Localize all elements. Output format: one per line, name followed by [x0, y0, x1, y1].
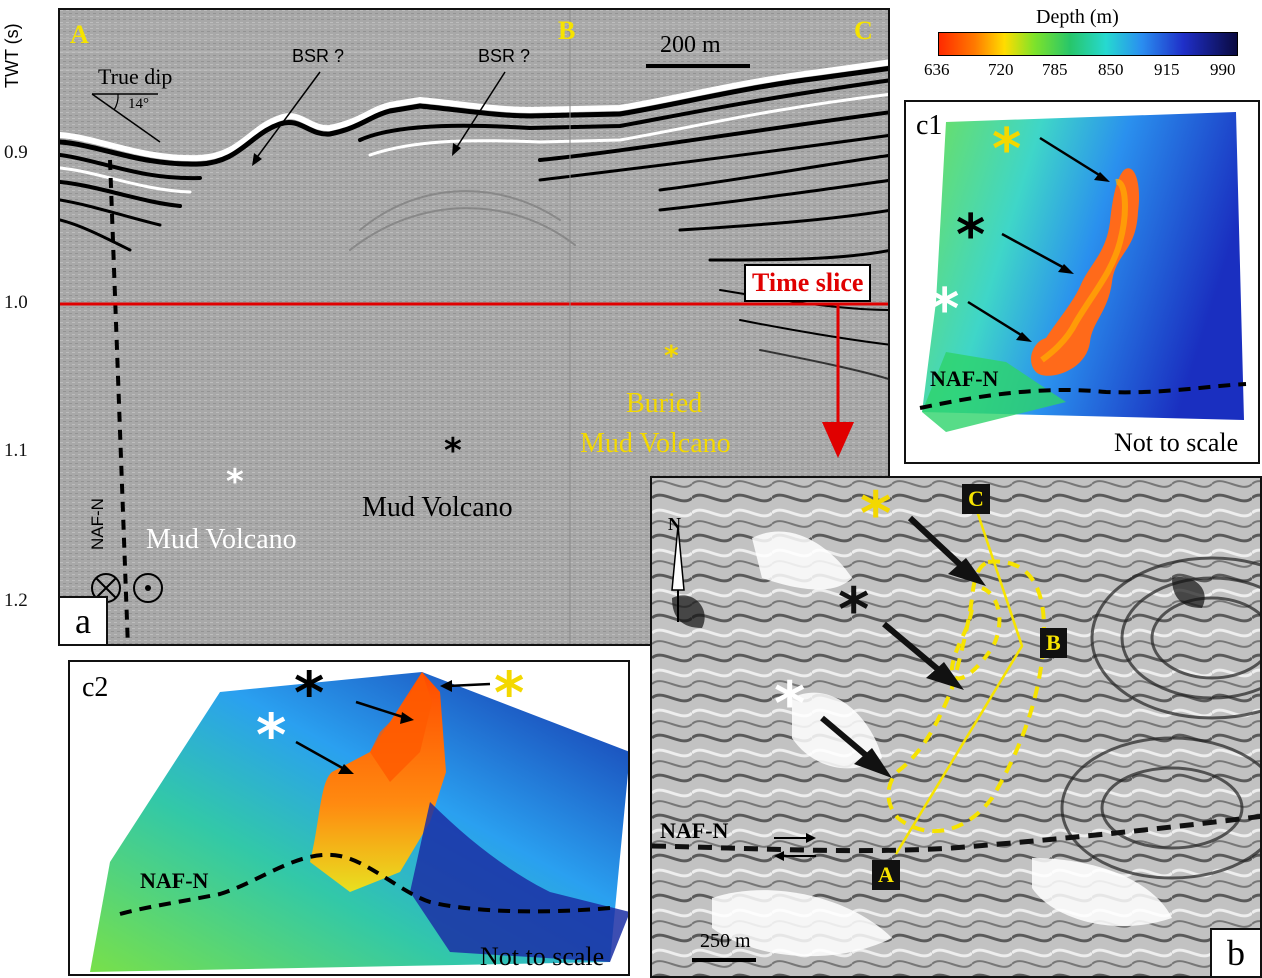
black-star-marker-c1: *	[956, 203, 986, 268]
panel-c1-letter: c1	[916, 110, 943, 141]
white-star-marker-c1: *	[930, 277, 960, 342]
mud-volcano-label-white: Mud Volcano	[146, 524, 297, 555]
bsr-label-2: BSR ?	[478, 46, 531, 66]
white-star-marker-b: *	[774, 669, 806, 739]
time-slice-image	[652, 478, 1260, 976]
time-slice-label: Time slice	[744, 264, 872, 302]
not-to-scale-c1: Not to scale	[1114, 428, 1239, 457]
colorbar-tick-990: 990	[1210, 60, 1236, 79]
black-star-marker-c2: *	[294, 660, 325, 727]
true-dip-label: True dip	[98, 64, 173, 89]
panel-b-time-slice: N * * * C B A NAF-N 250 m b	[650, 476, 1262, 978]
twt-tick-1.2: 1.2	[4, 590, 28, 611]
yellow-star-marker-c1: *	[992, 117, 1022, 182]
dip-angle-label: 14°	[128, 96, 149, 112]
colorbar-tick-720: 720	[988, 60, 1014, 79]
naf-n-fault-label-a: NAF-N	[88, 498, 107, 550]
naf-n-fault-label-b: NAF-N	[660, 818, 729, 843]
map-point-C: C	[962, 484, 990, 514]
yellow-star-marker-b: *	[860, 479, 892, 549]
panel-c2-3d-view: c2 * * * NAF-N Not to scale	[68, 660, 630, 976]
mud-volcano-label-black: Mud Volcano	[362, 492, 513, 523]
depth-colorbar-title: Depth (m)	[1036, 6, 1119, 28]
scale-bar-label: 200 m	[660, 32, 721, 58]
section-label-C: C	[854, 16, 873, 45]
white-star-marker-a: *	[226, 462, 244, 502]
scale-bar-label-b: 250 m	[700, 930, 751, 952]
colorbar-tick-915: 915	[1154, 60, 1180, 79]
panel-a-letter: a	[60, 596, 108, 644]
north-label: N	[668, 514, 681, 534]
map-point-B: B	[1040, 628, 1067, 658]
panel-a-seismic-section: A B C 200 m True dip 14° BSR ? BSR ? Tim…	[58, 8, 890, 646]
colorbar-tick-636: 636	[924, 60, 950, 79]
twt-tick-1.0: 1.0	[4, 292, 28, 313]
white-star-marker-c2: *	[256, 701, 287, 769]
colorbar-tick-785: 785	[1042, 60, 1068, 79]
panel-c1-depth-map: c1 * * * NAF-N Not to scale	[904, 100, 1260, 464]
map-point-A: A	[872, 860, 900, 890]
depth-map-c1	[919, 112, 1247, 432]
naf-n-fault-label-c2: NAF-N	[140, 868, 209, 893]
black-star-marker-a: *	[444, 431, 462, 471]
yellow-star-marker-a: *	[664, 339, 679, 372]
panel-b-letter: b	[1210, 928, 1260, 976]
section-label-B: B	[558, 16, 576, 45]
buried-mud-volcano-line2: Mud Volcano	[580, 428, 731, 459]
yellow-star-marker-c2: *	[494, 660, 525, 727]
colorbar-tick-850: 850	[1098, 60, 1124, 79]
buried-mud-volcano-line1: Buried	[626, 388, 703, 419]
depth-colorbar	[938, 32, 1238, 56]
twt-axis-label: TWT (s)	[2, 23, 22, 88]
section-label-A: A	[70, 20, 89, 49]
twt-tick-1.1: 1.1	[4, 440, 28, 461]
seismic-image	[60, 10, 888, 644]
perspective-view-c2	[90, 672, 628, 972]
black-star-marker-b: *	[838, 575, 870, 645]
panel-c2-letter: c2	[82, 672, 109, 703]
twt-tick-0.9: 0.9	[4, 142, 28, 163]
bsr-label-1: BSR ?	[292, 46, 345, 66]
naf-n-fault-label-c1: NAF-N	[930, 366, 999, 391]
not-to-scale-c2: Not to scale	[480, 942, 605, 971]
